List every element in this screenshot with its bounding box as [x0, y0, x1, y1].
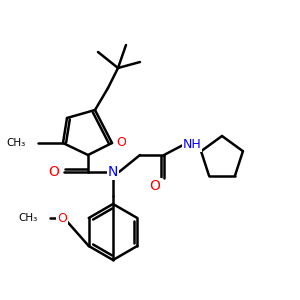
Text: O: O [57, 212, 67, 224]
Text: O: O [150, 179, 160, 193]
Text: N: N [108, 165, 118, 179]
Text: O: O [116, 136, 126, 148]
Text: CH₃: CH₃ [7, 138, 26, 148]
Text: O: O [49, 165, 59, 179]
Text: NH: NH [183, 137, 201, 151]
Text: CH₃: CH₃ [19, 213, 38, 223]
